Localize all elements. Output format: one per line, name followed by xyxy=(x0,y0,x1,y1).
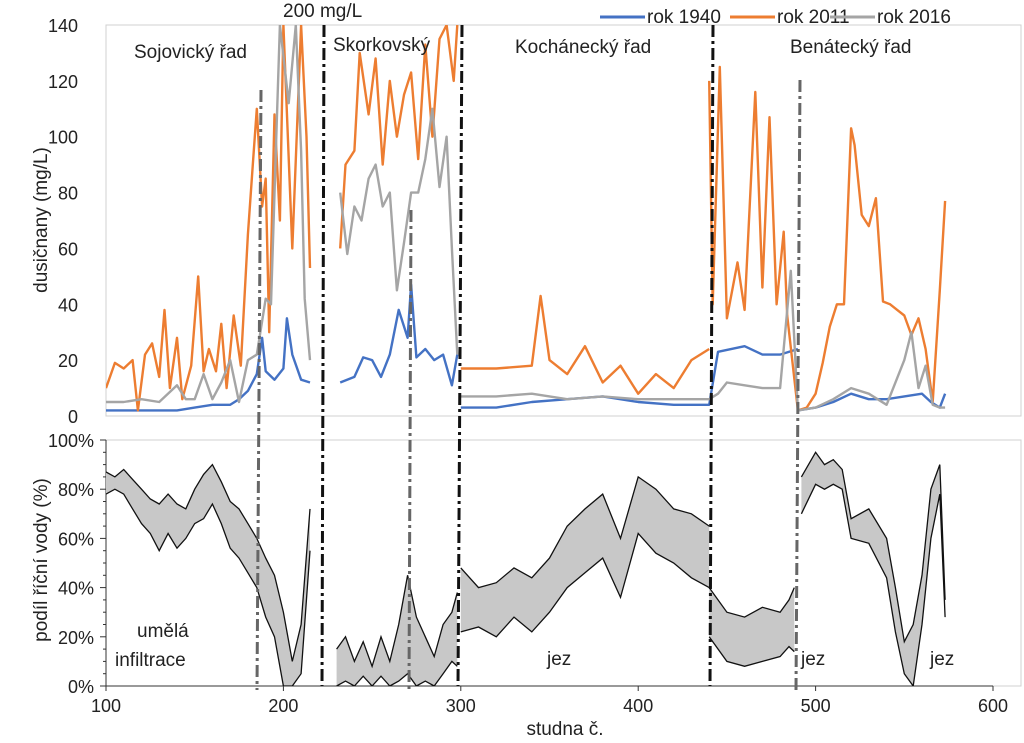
bottom-y-axis-title: podíl říční vody (%) xyxy=(31,478,52,642)
bottom-x-tick-label-0: 100 xyxy=(91,696,121,716)
top-plot-frame xyxy=(105,24,1022,417)
band-lower-line-2 xyxy=(460,532,710,638)
top-y-axis-ticks: 0 20 40 60 80 100 120 140 xyxy=(48,16,78,427)
annotation-infiltrace: infiltrace xyxy=(115,650,186,671)
divider-gray-1 xyxy=(255,89,263,691)
top-annotation-200mgl: 200 mg/L xyxy=(283,1,362,22)
bottom-x-tick-label-5: 600 xyxy=(978,696,1008,716)
band-fill-segment-1 xyxy=(336,575,458,686)
bottom-x-axis-title: studna č. xyxy=(526,719,603,740)
region-label-sojovicky: Sojovický řad xyxy=(134,42,247,63)
top-series-group xyxy=(106,25,947,412)
series-line-rok-1940-segment-3 xyxy=(797,392,947,412)
legend-label-1940: rok 1940 xyxy=(647,7,721,28)
legend-label-2011: rok 2011 xyxy=(777,7,850,28)
band-fill-segment-0 xyxy=(106,464,310,686)
top-y-tick-label-4: 80 xyxy=(58,184,78,204)
band-upper-line-2 xyxy=(460,475,710,589)
series-line-rok-2011-segment-0 xyxy=(106,25,312,412)
top-y-tick-label-5: 100 xyxy=(48,128,78,148)
annotation-jez-2: jez xyxy=(800,649,825,670)
legend-label-2016: rok 2016 xyxy=(877,7,951,28)
bottom-y-tick-label-0: 0% xyxy=(68,677,94,697)
series-line-rok-1940-segment-2 xyxy=(460,345,799,409)
bottom-y-axis-ticks: 0% 20% 40% 60% 80% 100% xyxy=(48,431,106,697)
band-upper-line-1 xyxy=(336,575,458,669)
series-line-rok-1940-segment-1 xyxy=(339,283,459,387)
top-y-tick-label-7: 140 xyxy=(48,16,78,36)
band-lower-line-0 xyxy=(106,488,311,686)
bottom-y-tick-label-2: 40% xyxy=(58,579,94,599)
top-y-tick-label-0: 0 xyxy=(68,407,78,427)
band-lower-line-1 xyxy=(336,660,458,686)
divider-gray-2 xyxy=(407,209,413,691)
annotation-jez-3: jez xyxy=(929,649,954,670)
bottom-y-tick-label-5: 100% xyxy=(48,431,94,451)
top-y-tick-label-1: 20 xyxy=(58,351,78,371)
bottom-x-tick-label-3: 400 xyxy=(623,696,653,716)
region-label-kochanecky: Kochánecký řad xyxy=(515,37,651,58)
bottom-y-tick-label-3: 60% xyxy=(58,529,94,549)
band-upper-line-0 xyxy=(106,463,311,662)
bottom-band-group xyxy=(106,451,946,686)
band-upper-line-3 xyxy=(708,587,795,618)
band-fill-segment-4 xyxy=(801,452,946,686)
annotation-umela: umělá xyxy=(137,621,189,642)
series-line-rok-2011-segment-2 xyxy=(460,294,710,395)
divider-black-1 xyxy=(320,24,326,687)
top-y-tick-label-2: 40 xyxy=(58,295,78,315)
series-line-rok-2016-segment-2 xyxy=(460,269,800,411)
series-line-rok-2011-segment-1 xyxy=(339,25,459,249)
divider-black-2 xyxy=(456,24,464,687)
bottom-x-tick-label-4: 500 xyxy=(801,696,831,716)
bottom-x-tick-label-2: 300 xyxy=(446,696,476,716)
region-label-benatecky: Benátecký řad xyxy=(790,37,911,58)
legend: rok 1940 rok 2011 rok 2016 xyxy=(600,7,951,28)
band-upper-line-4 xyxy=(800,451,946,644)
bottom-y-tick-label-4: 80% xyxy=(58,480,94,500)
divider-black-3 xyxy=(708,24,715,687)
bottom-y-tick-label-1: 20% xyxy=(58,628,94,648)
series-line-rok-1940-segment-0 xyxy=(106,317,311,412)
annotation-jez-1: jez xyxy=(546,649,571,670)
top-y-tick-label-6: 120 xyxy=(48,72,78,92)
band-fill-segment-3 xyxy=(709,587,795,667)
series-line-rok-2016-segment-3 xyxy=(797,331,946,412)
top-y-tick-label-3: 60 xyxy=(58,239,78,259)
band-lower-line-4 xyxy=(800,483,946,686)
divider-gray-3 xyxy=(794,79,802,691)
region-label-skorkovsky: Skorkovský xyxy=(333,35,431,56)
band-fill-segment-2 xyxy=(460,476,710,637)
series-line-rok-2016-segment-0 xyxy=(106,25,312,404)
bottom-x-tick-label-1: 200 xyxy=(268,696,298,716)
bottom-x-axis-ticks: 100 200 300 400 500 600 xyxy=(91,686,1008,716)
series-line-rok-2011-segment-3 xyxy=(708,65,947,412)
top-y-axis-title: dusičnany (mg/L) xyxy=(31,147,52,293)
series-line-rok-2016-segment-1 xyxy=(339,107,459,355)
band-lower-line-3 xyxy=(708,636,795,667)
